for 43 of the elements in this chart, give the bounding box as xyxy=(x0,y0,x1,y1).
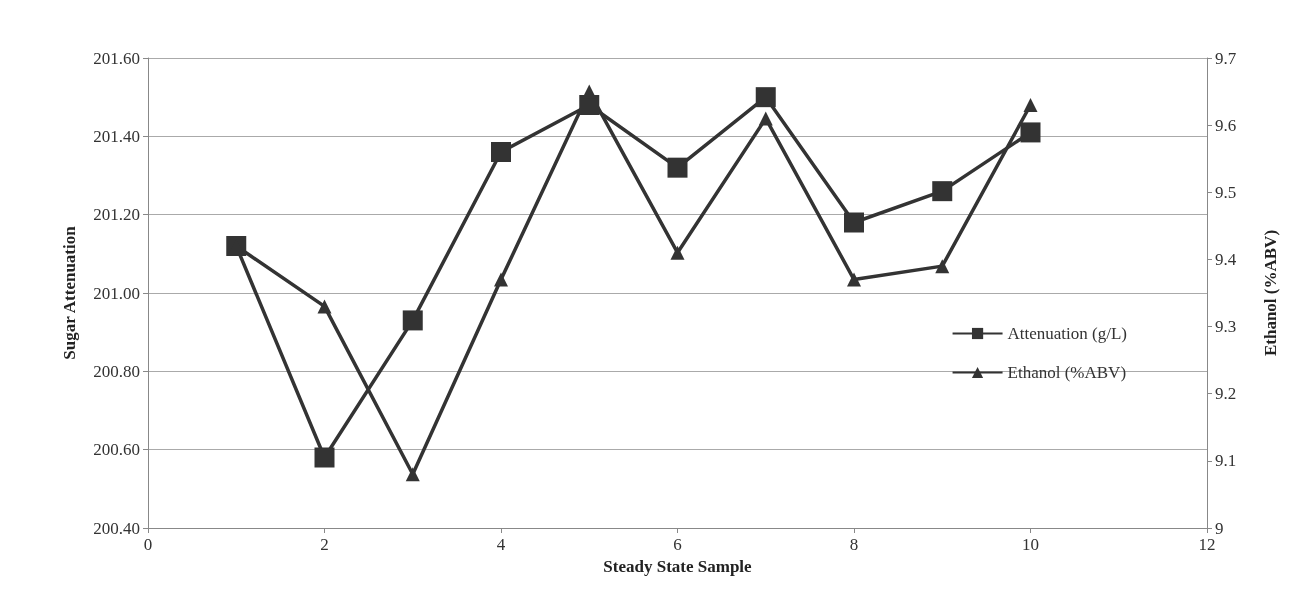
point xyxy=(844,212,864,233)
point xyxy=(932,181,953,202)
x-tick-label: 6 xyxy=(673,535,682,554)
y-tick-label: 200.80 xyxy=(93,361,140,381)
y2-tick-label: 9.6 xyxy=(1215,115,1237,135)
y-tick-label: 201.40 xyxy=(93,126,140,146)
y2-tick-label: 9.5 xyxy=(1215,182,1237,202)
point xyxy=(755,87,776,108)
point xyxy=(317,299,332,314)
y-axis-title: Sugar Attenuation xyxy=(60,225,79,360)
x-axis-title: Steady State Sample xyxy=(603,557,753,576)
y2-tick-label: 9.7 xyxy=(1215,48,1237,68)
y-tick-label: 200.40 xyxy=(93,518,140,538)
point xyxy=(935,259,950,274)
x-tick-label: 2 xyxy=(320,535,329,554)
point xyxy=(494,272,508,287)
y2-tick-label: 9.2 xyxy=(1215,384,1237,404)
y-tick-label: 201.00 xyxy=(93,283,140,303)
x-tick-label: 0 xyxy=(143,535,153,554)
point xyxy=(1020,122,1041,143)
legend-label: Ethanol (%ABV) xyxy=(1007,363,1127,382)
x-tick-label: 4 xyxy=(496,535,506,554)
x-tick-label: 8 xyxy=(849,535,859,554)
y-tick-label: 200.60 xyxy=(93,440,140,460)
x-tick-label: 10 xyxy=(1022,535,1039,554)
point xyxy=(491,142,511,162)
point xyxy=(758,111,773,126)
y2-axis-title: Ethanol (%ABV) xyxy=(1261,229,1280,357)
point xyxy=(847,272,861,287)
y2-tick-label: 9.3 xyxy=(1215,317,1237,337)
legend-label: Attenuation (g/L) xyxy=(1007,324,1128,343)
y2-tick-label: 9.1 xyxy=(1215,451,1237,471)
y-tick-label: 201.60 xyxy=(93,48,140,68)
x-tick-label: 12 xyxy=(1198,535,1216,554)
point xyxy=(314,447,335,468)
y-tick-label: 201.20 xyxy=(93,205,140,225)
y2-tick-label: 9 xyxy=(1215,518,1224,538)
point xyxy=(667,157,688,178)
point xyxy=(670,245,685,260)
point xyxy=(402,310,423,331)
y2-tick-label: 9.4 xyxy=(1215,249,1237,269)
point xyxy=(405,467,420,482)
point xyxy=(1023,98,1038,112)
